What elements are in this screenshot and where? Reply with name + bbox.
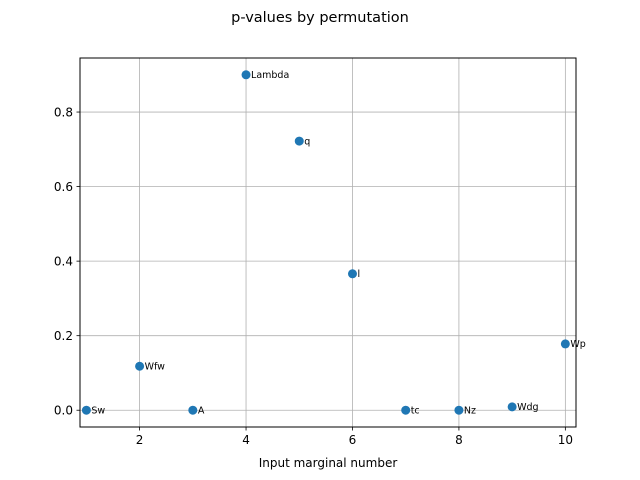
point-labels: Sw Wfw A Lambda q l tc Nz Wdg Wp: [91, 70, 585, 416]
chart-title: p-values by permutation: [231, 10, 409, 26]
y-tick-label: 0.4: [54, 254, 73, 268]
data-point-label: Wfw: [145, 362, 166, 373]
data-point-label: A: [198, 406, 205, 417]
data-point: [81, 405, 91, 415]
data-point-label: l: [357, 269, 360, 280]
data-point: [188, 405, 198, 415]
data-point: [241, 70, 251, 80]
y-tick-label: 0.6: [54, 180, 73, 194]
data-point: [454, 405, 464, 415]
x-tick-label: 8: [455, 433, 463, 447]
grid: [80, 58, 576, 427]
data-point-label: tc: [411, 406, 420, 417]
x-axis-label: Input marginal number: [259, 456, 398, 470]
data-point-label: q: [304, 136, 310, 147]
x-tick-label: 2: [136, 433, 144, 447]
y-tick-label: 0.2: [54, 329, 73, 343]
data-point: [401, 405, 411, 415]
x-tick-label: 6: [349, 433, 357, 447]
x-tick-label: 4: [242, 433, 250, 447]
x-axis-ticks: 2 4 6 8 10: [136, 427, 573, 447]
plot-area-frame: [79, 57, 577, 428]
x-tick-label: 10: [558, 433, 573, 447]
data-point: [135, 361, 145, 371]
data-point-label: Sw: [91, 406, 105, 417]
y-tick-label: 0.8: [54, 105, 73, 119]
data-point-label: Wdg: [517, 402, 538, 413]
data-point: [507, 402, 517, 412]
data-point-label: Wp: [570, 339, 585, 350]
data-points: [81, 70, 570, 415]
y-tick-label: 0.0: [54, 404, 73, 418]
data-point: [347, 269, 357, 279]
y-axis-ticks: 0.0 0.2 0.4 0.6 0.8: [54, 105, 80, 418]
data-point-label: Nz: [464, 406, 476, 417]
data-point: [560, 339, 570, 349]
data-point: [294, 136, 304, 146]
data-point-label: Lambda: [251, 70, 289, 81]
